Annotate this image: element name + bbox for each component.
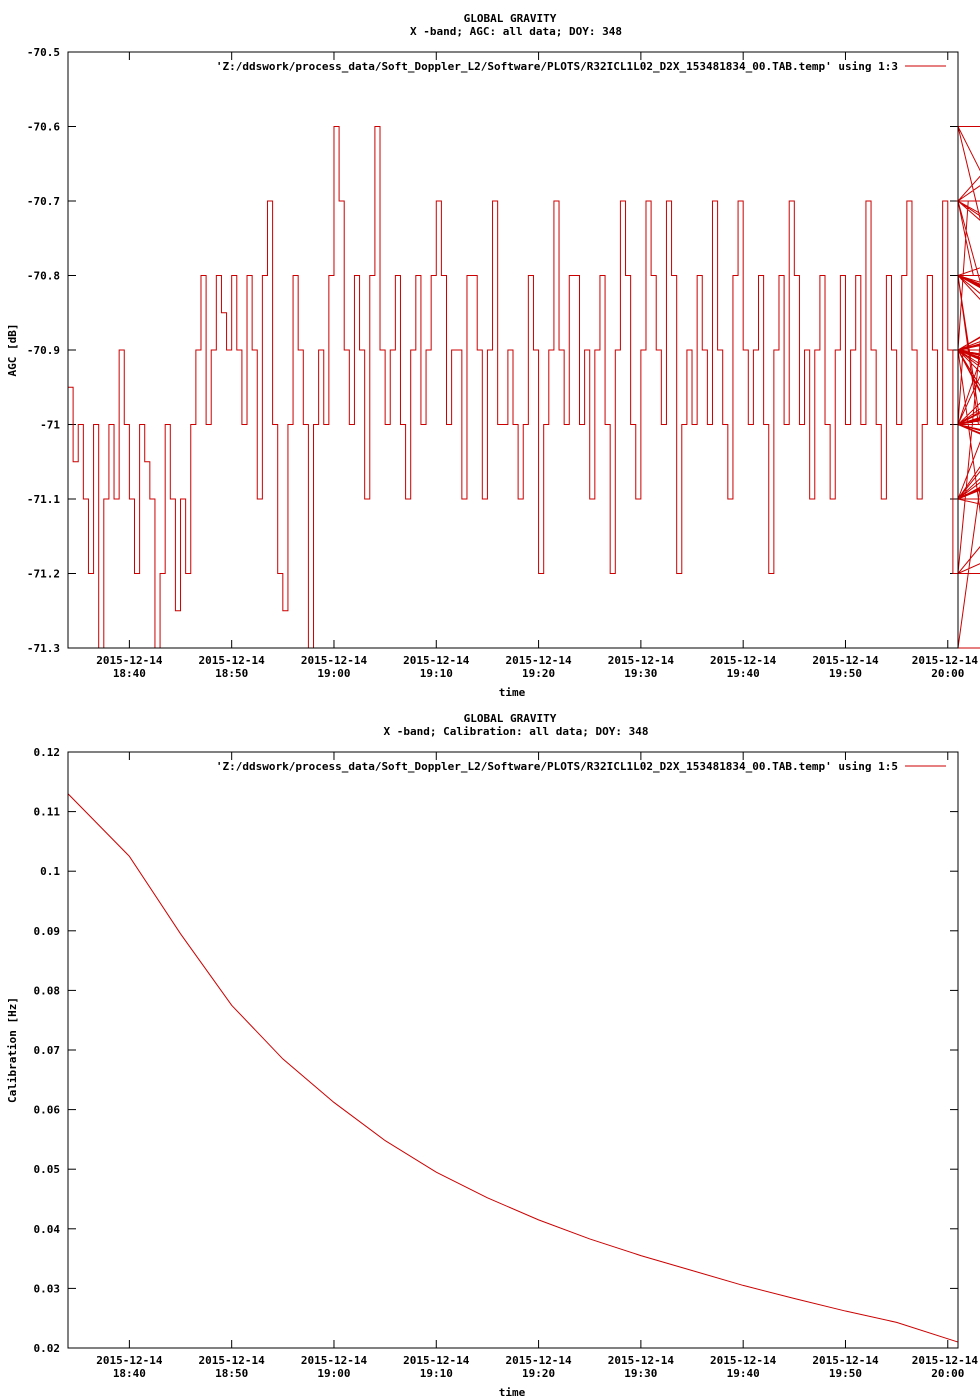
agc-x-tick-time: 18:40 [113, 667, 146, 680]
calibration-x-tick-date: 2015-12-14 [301, 1354, 368, 1367]
agc-x-axis-label: time [499, 686, 526, 699]
agc-ticks: -70.5 -70.6 -70.7 -70.8 -70.9 -71 -71.1 -71.2 -7… [27, 46, 978, 680]
agc-x-tick-time: 19:40 [727, 667, 760, 680]
agc-x-tick-time: 20:00 [931, 667, 964, 680]
agc-x-tick-date: 2015-12-14 [812, 654, 879, 667]
agc-chart-subtitle: X -band; AGC: all data; DOY: 348 [410, 25, 622, 38]
agc-y-tick-label: -71.1 [27, 493, 60, 506]
calibration-series-line [67, 793, 959, 1343]
calibration-y-tick-label: 0.06 [34, 1104, 61, 1117]
calibration-x-tick-time: 19:10 [420, 1367, 453, 1380]
agc-y-tick-label: -71 [40, 419, 60, 432]
calibration-plot-frame [67, 751, 959, 1349]
calibration-x-tick-time: 19:00 [317, 1367, 350, 1380]
agc-series-line [68, 126, 980, 649]
agc-x-tick-date: 2015-12-14 [710, 654, 777, 667]
agc-x-tick-date: 2015-12-14 [199, 654, 266, 667]
calibration-chart-subtitle: X -band; Calibration: all data; DOY: 348 [384, 725, 649, 738]
agc-chart-title: GLOBAL GRAVITY [464, 12, 557, 25]
agc-y-tick-label: -70.8 [27, 270, 60, 283]
calibration-x-tick-date: 2015-12-14 [912, 1354, 979, 1367]
calibration-x-axis-label: time [499, 1386, 526, 1399]
calibration-y-tick-label: 0.08 [34, 984, 61, 997]
calibration-x-tick-date: 2015-12-14 [710, 1354, 777, 1367]
agc-x-tick-date: 2015-12-14 [403, 654, 470, 667]
calibration-y-tick-label: 0.11 [34, 806, 61, 819]
agc-x-tick-date: 2015-12-14 [912, 654, 979, 667]
calibration-x-tick-time: 18:40 [113, 1367, 146, 1380]
agc-y-tick-label: -70.7 [27, 195, 60, 208]
calibration-x-tick-date: 2015-12-14 [812, 1354, 879, 1367]
calibration-chart-title: GLOBAL GRAVITY [464, 712, 557, 725]
agc-chart: GLOBAL GRAVITY X -band; AGC: all data; D… [6, 12, 980, 699]
calibration-y-tick-label: 0.04 [34, 1223, 61, 1236]
agc-y-tick-label: -70.6 [27, 121, 60, 134]
agc-x-tick-time: 18:50 [215, 667, 248, 680]
calibration-x-tick-time: 20:00 [931, 1367, 964, 1380]
calibration-y-tick-label: 0.12 [34, 746, 61, 759]
calibration-x-tick-date: 2015-12-14 [505, 1354, 572, 1367]
agc-x-tick-time: 19:10 [420, 667, 453, 680]
calibration-legend-label: 'Z:/ddswork/process_data/Soft_Doppler_L2… [216, 760, 898, 773]
calibration-chart: GLOBAL GRAVITY X -band; Calibration: all… [6, 712, 978, 1399]
calibration-y-tick-label: 0.07 [34, 1044, 61, 1057]
agc-x-tick-date: 2015-12-14 [96, 654, 163, 667]
agc-x-tick-time: 19:30 [624, 667, 657, 680]
agc-x-tick-time: 19:50 [829, 667, 862, 680]
calibration-y-tick-label: 0.03 [34, 1282, 61, 1295]
agc-x-tick-time: 19:20 [522, 667, 555, 680]
calibration-x-tick-date: 2015-12-14 [403, 1354, 470, 1367]
calibration-x-tick-time: 19:40 [727, 1367, 760, 1380]
agc-y-tick-label: -70.9 [27, 344, 60, 357]
calibration-y-tick-label: 0.09 [34, 925, 61, 938]
calibration-y-axis-label: Calibration [Hz] [6, 997, 19, 1103]
calibration-x-tick-date: 2015-12-14 [608, 1354, 675, 1367]
agc-x-tick-date: 2015-12-14 [505, 654, 572, 667]
agc-y-tick-label: -71.2 [27, 568, 60, 581]
agc-x-tick-time: 19:00 [317, 667, 350, 680]
calibration-ticks: 0.12 0.11 0.1 0.09 0.08 0.07 0.06 0.05 0.04 0.03 0… [34, 746, 979, 1380]
calibration-x-tick-time: 19:50 [829, 1367, 862, 1380]
calibration-y-tick-label: 0.05 [34, 1163, 61, 1176]
agc-y-axis-label: AGC [dB] [6, 324, 19, 377]
calibration-x-tick-time: 18:50 [215, 1367, 248, 1380]
calibration-y-tick-label: 0.02 [34, 1342, 61, 1355]
calibration-x-tick-time: 19:20 [522, 1367, 555, 1380]
agc-y-tick-label: -71.3 [27, 642, 60, 655]
agc-x-tick-date: 2015-12-14 [608, 654, 675, 667]
calibration-x-tick-date: 2015-12-14 [199, 1354, 266, 1367]
agc-plot-frame [67, 51, 959, 649]
agc-x-tick-date: 2015-12-14 [301, 654, 368, 667]
agc-legend-label: 'Z:/ddswork/process_data/Soft_Doppler_L2… [216, 60, 898, 73]
calibration-y-tick-label: 0.1 [40, 865, 60, 878]
calibration-x-tick-date: 2015-12-14 [96, 1354, 163, 1367]
agc-y-tick-label: -70.5 [27, 46, 60, 59]
calibration-x-tick-time: 19:30 [624, 1367, 657, 1380]
